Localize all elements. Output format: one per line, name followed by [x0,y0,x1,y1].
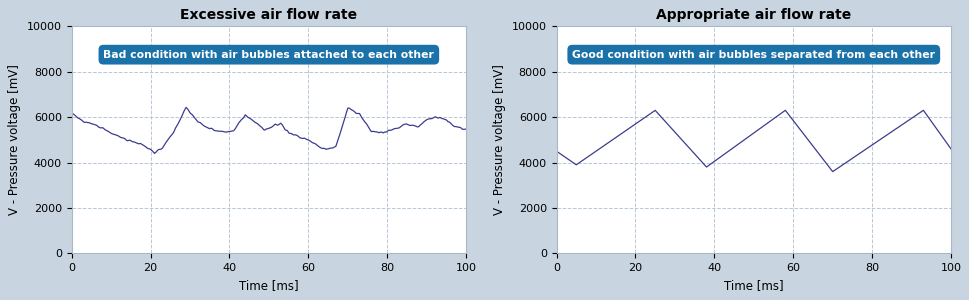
Text: Good condition with air bubbles separated from each other: Good condition with air bubbles separate… [572,50,934,60]
X-axis label: Time [ms]: Time [ms] [238,279,298,292]
Text: Bad condition with air bubbles attached to each other: Bad condition with air bubbles attached … [104,50,434,60]
Y-axis label: V - Pressure voltage [mV]: V - Pressure voltage [mV] [493,64,506,215]
Title: Excessive air flow rate: Excessive air flow rate [180,8,357,22]
Title: Appropriate air flow rate: Appropriate air flow rate [655,8,851,22]
X-axis label: Time [ms]: Time [ms] [723,279,783,292]
Y-axis label: V - Pressure voltage [mV]: V - Pressure voltage [mV] [9,64,21,215]
